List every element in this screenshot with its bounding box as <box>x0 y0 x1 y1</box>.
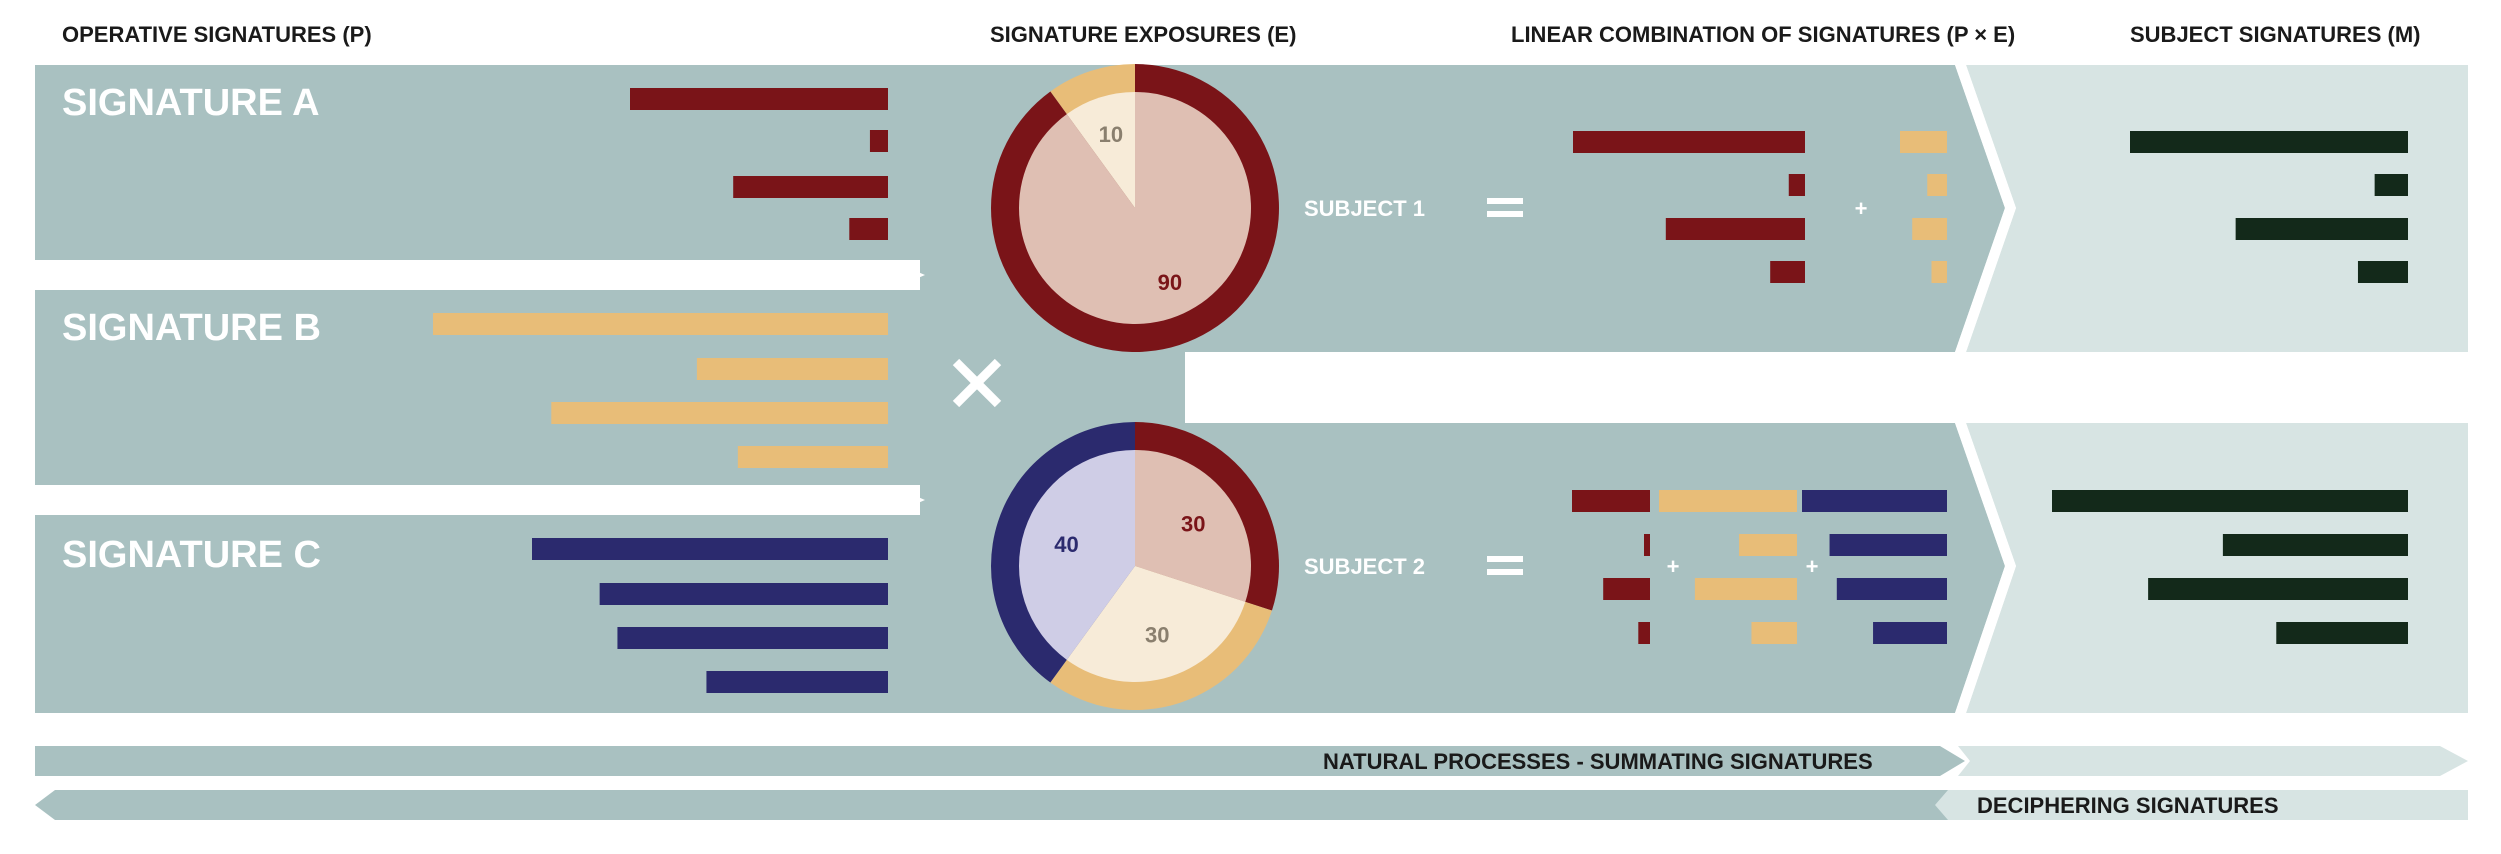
equals-sign-bar <box>1487 569 1523 575</box>
signature-b-bar <box>551 402 888 424</box>
pie-2-label-b: 30 <box>1145 622 1169 647</box>
subject-1-combo-b-bar <box>1927 174 1947 196</box>
signature-c-bar <box>599 583 888 605</box>
signature-a-bar <box>630 88 888 110</box>
pie-1-slice-b <box>1066 92 1135 208</box>
plus-sign: + <box>1667 554 1680 579</box>
signature-a-bar <box>849 218 888 240</box>
signature-c-bar <box>532 538 888 560</box>
separator-arrow-bc <box>35 485 925 515</box>
summating-band <box>35 746 1965 776</box>
signature-b-bar <box>737 446 888 468</box>
signature-a-bar <box>733 176 888 198</box>
signature-c-bar <box>617 627 888 649</box>
summating-band-tail <box>1958 746 2468 776</box>
signature-a-label: SIGNATURE A <box>62 82 320 124</box>
subject-1-output-bar <box>2357 261 2408 283</box>
deciphering-band-head <box>1935 790 2468 820</box>
subject-2-combo-b-bar <box>1694 578 1797 600</box>
header-linear-combination: LINEAR COMBINATION OF SIGNATURES (P × E) <box>1511 22 2016 47</box>
band-label-summating: NATURAL PROCESSES - SUMMATING SIGNATURES <box>1323 749 1873 774</box>
pie-2-slice-b <box>1066 566 1246 682</box>
pie-2-label-a: 30 <box>1181 512 1205 537</box>
pie-2-slice-c <box>1019 450 1135 660</box>
signature-b-bar <box>696 358 888 380</box>
band-label-deciphering: DECIPHERING SIGNATURES <box>1977 793 2279 818</box>
subject-1-arrow-edge <box>1955 65 2016 352</box>
subject-1-output-bar <box>2374 174 2408 196</box>
subject-2-combo-b-bar <box>1751 622 1797 644</box>
subject-2-combo-a-bar <box>1638 622 1650 644</box>
subject-2-combo-b-bar <box>1739 534 1797 556</box>
header-subject-signatures: SUBJECT SIGNATURES (M) <box>2130 22 2421 47</box>
subject-1-combo-b-bar <box>1912 218 1947 240</box>
signature-b-label: SIGNATURE B <box>62 307 321 349</box>
subject-2-arrow-edge <box>1955 423 2016 713</box>
subject-2-combo-c-bar <box>1873 622 1947 644</box>
pie-2-label-c: 40 <box>1054 532 1078 557</box>
subject-2-output-bar <box>2052 490 2408 512</box>
subject-2-combo-a-bar <box>1644 534 1650 556</box>
subject-1-combo-a-bar <box>1770 261 1805 283</box>
subject-2-output-bar <box>2222 534 2408 556</box>
plus-sign: + <box>1806 554 1819 579</box>
subject-2-output-bar <box>2148 578 2408 600</box>
pie-1-label-b: 10 <box>1099 122 1123 147</box>
signature-b-bar <box>433 313 888 335</box>
signature-c-label: SIGNATURE C <box>62 534 321 576</box>
separator-arrow-ab <box>35 260 925 290</box>
subject-1-combo-a-bar <box>1788 174 1805 196</box>
multiply-sign <box>952 358 1002 408</box>
equals-sign-bar <box>1487 211 1523 217</box>
subject-2-output-panel <box>1966 423 2468 713</box>
equals-sign-bar <box>1487 556 1523 562</box>
subject-1-output-panel <box>1966 65 2468 352</box>
subject-1-label: SUBJECT 1 <box>1304 196 1425 221</box>
signature-c-bar <box>706 671 888 693</box>
subject-1-combo-b-bar <box>1931 261 1947 283</box>
subject-2-combo-a-bar <box>1603 578 1650 600</box>
equals-sign-bar <box>1487 198 1523 204</box>
signature-a-bar <box>869 130 888 152</box>
subject-1-output-bar <box>2235 218 2408 240</box>
subject-1-combo-b-bar <box>1900 131 1947 153</box>
subject-2-combo-b-bar <box>1659 490 1797 512</box>
subject-1-combo-a-bar <box>1573 131 1805 153</box>
header-signature-exposures: SIGNATURE EXPOSURES (E) <box>990 22 1297 47</box>
pie-1-slice-a <box>1019 92 1251 324</box>
pie-1-label-a: 90 <box>1158 270 1182 295</box>
subject-1-output-bar <box>2130 131 2408 153</box>
subject-2-output-bar <box>2276 622 2408 644</box>
plus-sign: + <box>1855 196 1868 221</box>
subject-2-combo-c-bar <box>1836 578 1947 600</box>
dynamic-elements: 10 90 30 30 40 SUBJECT 1 SUBJECT 2 + + + <box>433 64 2408 713</box>
subject-1-combo-a-bar <box>1665 218 1805 240</box>
pie-2-slice-a <box>1135 450 1251 602</box>
subject-2-label: SUBJECT 2 <box>1304 554 1425 579</box>
header-operative-signatures: OPERATIVE SIGNATURES (P) <box>62 22 372 47</box>
subject-2-combo-c-bar <box>1829 534 1947 556</box>
deciphering-band <box>35 790 1948 820</box>
subject-2-combo-a-bar <box>1572 490 1650 512</box>
subject-2-combo-c-bar <box>1802 490 1947 512</box>
